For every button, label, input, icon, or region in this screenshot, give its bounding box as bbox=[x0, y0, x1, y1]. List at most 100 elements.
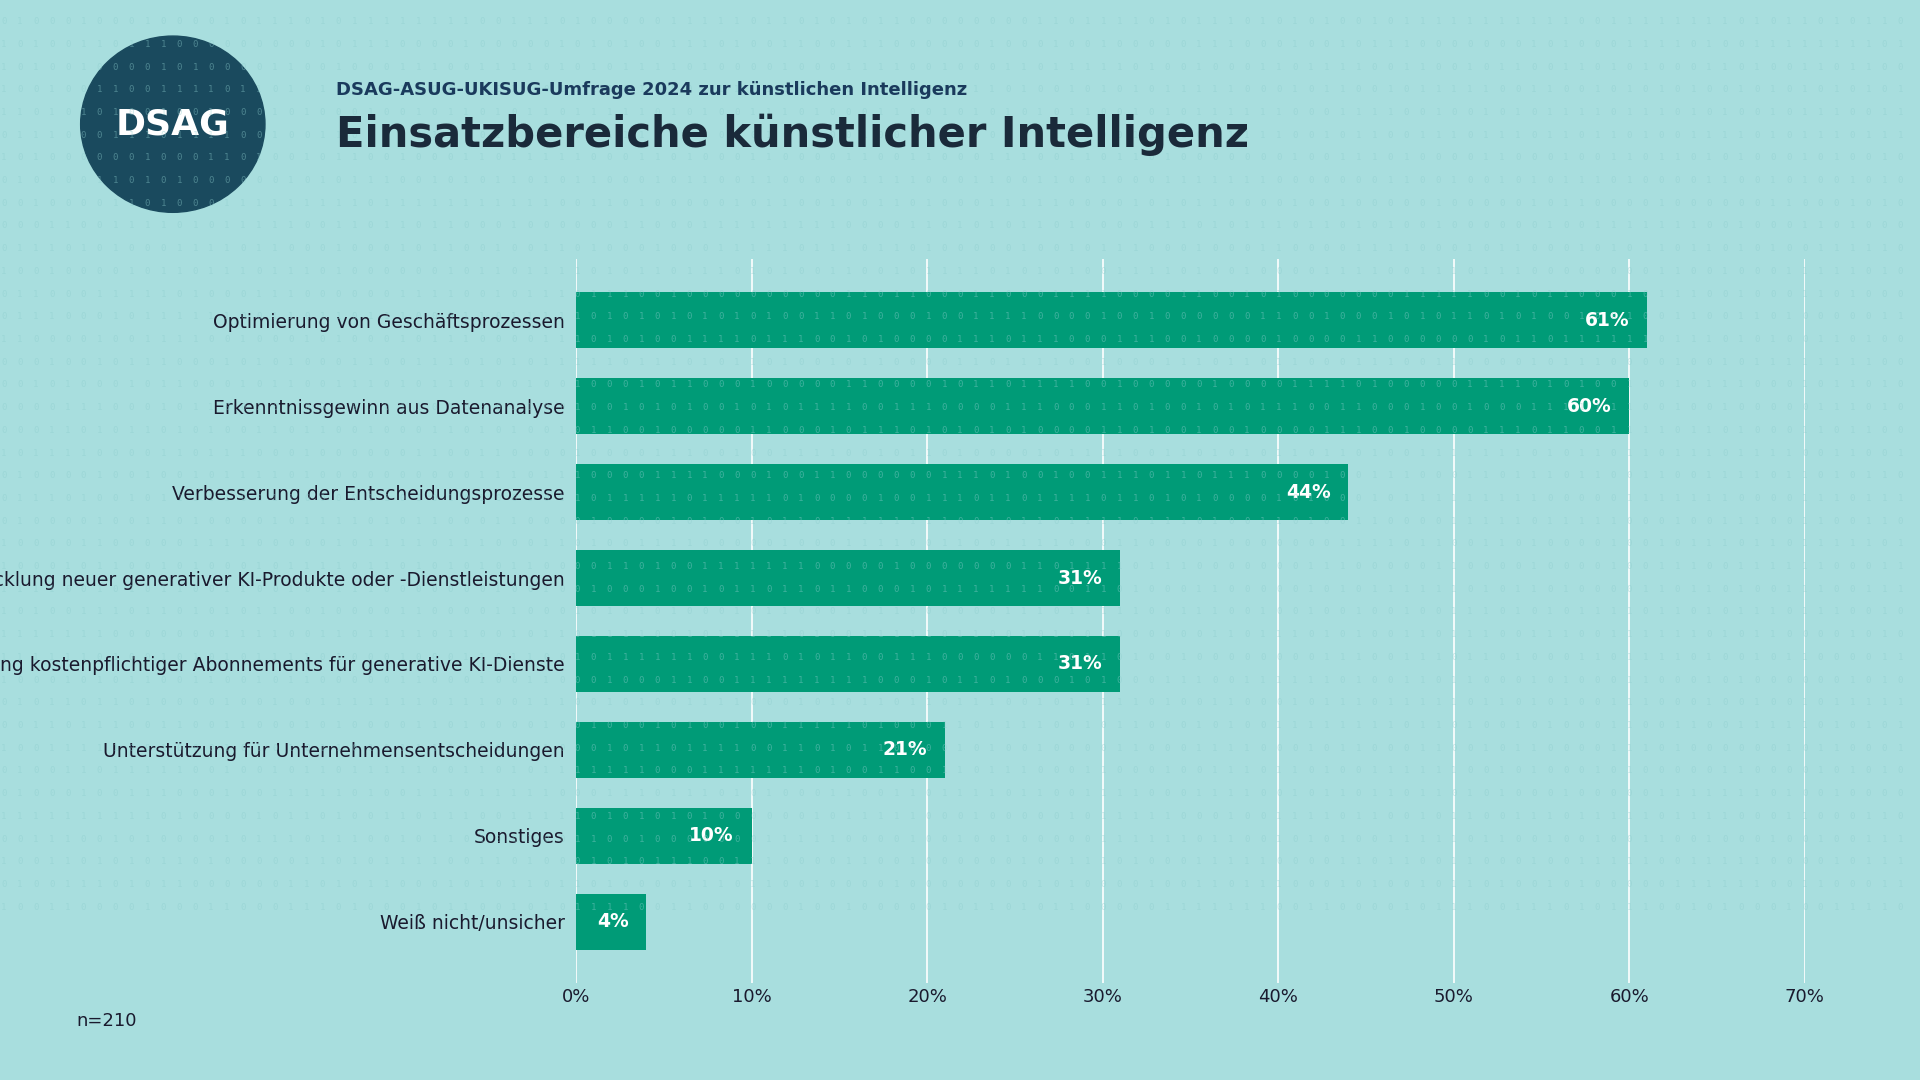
Text: 0: 0 bbox=[1803, 631, 1807, 639]
Text: 1: 1 bbox=[1659, 471, 1665, 481]
Text: 0: 0 bbox=[1722, 721, 1728, 730]
Text: 0: 0 bbox=[1563, 607, 1569, 617]
Text: 0: 0 bbox=[622, 17, 628, 26]
Text: 1: 1 bbox=[1578, 357, 1584, 367]
Text: 0: 0 bbox=[273, 562, 276, 571]
Text: 1: 1 bbox=[1882, 17, 1887, 26]
Text: 0: 0 bbox=[1100, 131, 1106, 139]
Text: 1: 1 bbox=[1133, 584, 1139, 594]
Text: 1: 1 bbox=[1292, 199, 1298, 207]
Text: 1: 1 bbox=[1770, 335, 1776, 345]
Text: 1: 1 bbox=[1181, 357, 1187, 367]
Text: 1: 1 bbox=[1340, 539, 1346, 549]
Text: 1: 1 bbox=[925, 312, 931, 321]
Text: 1: 1 bbox=[1006, 539, 1010, 549]
Text: 0: 0 bbox=[687, 516, 691, 526]
Text: 0: 0 bbox=[1308, 85, 1313, 94]
Text: 1: 1 bbox=[973, 312, 979, 321]
Text: 0: 0 bbox=[1340, 221, 1346, 230]
Text: 1: 1 bbox=[273, 221, 276, 230]
Text: 1: 1 bbox=[65, 403, 71, 413]
Text: 1: 1 bbox=[958, 448, 962, 458]
Text: 0: 0 bbox=[1308, 40, 1313, 49]
Text: 0: 0 bbox=[1260, 471, 1265, 481]
Text: 1: 1 bbox=[432, 812, 436, 821]
Text: 1: 1 bbox=[1165, 85, 1169, 94]
Text: 0: 0 bbox=[925, 40, 931, 49]
Text: 1: 1 bbox=[1659, 289, 1665, 298]
Text: 0: 0 bbox=[209, 584, 213, 594]
Text: 0: 0 bbox=[225, 812, 230, 821]
Text: 1: 1 bbox=[639, 631, 643, 639]
Text: 1: 1 bbox=[65, 676, 71, 685]
Text: 0: 0 bbox=[703, 903, 708, 912]
Text: 0: 0 bbox=[1578, 562, 1584, 571]
Text: 0: 0 bbox=[1196, 131, 1202, 139]
Text: 1: 1 bbox=[1578, 335, 1584, 345]
Text: 0: 0 bbox=[1404, 221, 1409, 230]
Text: 0: 0 bbox=[336, 676, 342, 685]
Text: 0: 0 bbox=[670, 403, 676, 413]
Text: 0: 0 bbox=[1404, 562, 1409, 571]
Text: 1: 1 bbox=[1596, 516, 1599, 526]
Text: 1: 1 bbox=[1803, 471, 1807, 481]
Text: 0: 0 bbox=[1578, 153, 1584, 162]
Text: 0: 0 bbox=[1803, 903, 1807, 912]
Text: 1: 1 bbox=[511, 17, 516, 26]
Text: 1: 1 bbox=[1722, 767, 1728, 775]
Text: 1: 1 bbox=[1803, 176, 1807, 185]
Text: 0: 0 bbox=[877, 858, 883, 866]
Text: 0: 0 bbox=[1690, 607, 1695, 617]
Text: 0: 0 bbox=[1882, 63, 1887, 71]
Text: 1: 1 bbox=[336, 380, 342, 390]
Text: 1: 1 bbox=[161, 653, 165, 662]
Text: 1: 1 bbox=[1834, 903, 1839, 912]
Text: 1: 1 bbox=[495, 584, 501, 594]
Text: 1: 1 bbox=[1196, 903, 1202, 912]
Text: 0: 0 bbox=[384, 903, 390, 912]
Text: 0: 0 bbox=[1308, 653, 1313, 662]
Text: 1: 1 bbox=[336, 653, 342, 662]
Text: 1: 1 bbox=[225, 631, 230, 639]
Text: 0: 0 bbox=[1866, 289, 1870, 298]
Text: 1: 1 bbox=[799, 516, 803, 526]
Text: 1: 1 bbox=[910, 584, 914, 594]
Text: 0: 0 bbox=[447, 153, 453, 162]
Text: 0: 0 bbox=[351, 812, 357, 821]
Text: 1: 1 bbox=[399, 631, 405, 639]
Text: 1: 1 bbox=[1611, 17, 1617, 26]
Text: 0: 0 bbox=[1849, 312, 1855, 321]
Text: 1: 1 bbox=[670, 131, 676, 139]
Text: 0: 0 bbox=[1500, 631, 1505, 639]
Text: 1: 1 bbox=[1181, 471, 1187, 481]
Text: 0: 0 bbox=[1388, 131, 1392, 139]
Text: 0: 0 bbox=[1500, 40, 1505, 49]
Text: 1: 1 bbox=[1500, 153, 1505, 162]
Text: 1: 1 bbox=[1244, 357, 1250, 367]
Text: 1: 1 bbox=[814, 312, 820, 321]
Text: 0: 0 bbox=[1548, 199, 1551, 207]
Text: 0: 0 bbox=[1834, 289, 1839, 298]
Text: 1: 1 bbox=[877, 607, 883, 617]
Text: 1: 1 bbox=[543, 789, 549, 798]
Text: 0: 0 bbox=[463, 63, 468, 71]
Text: 1: 1 bbox=[177, 131, 182, 139]
Text: 0: 0 bbox=[1770, 426, 1776, 435]
Text: 1: 1 bbox=[1100, 63, 1106, 71]
Text: 0: 0 bbox=[255, 721, 261, 730]
Text: 1: 1 bbox=[1229, 789, 1233, 798]
Text: 0: 0 bbox=[1340, 812, 1346, 821]
Text: 0: 0 bbox=[209, 380, 213, 390]
Text: 0: 0 bbox=[384, 676, 390, 685]
Text: 0: 0 bbox=[177, 17, 182, 26]
Text: 1: 1 bbox=[1834, 494, 1839, 503]
Text: 1: 1 bbox=[1277, 221, 1281, 230]
Text: 1: 1 bbox=[192, 85, 198, 94]
Text: 0: 0 bbox=[559, 17, 564, 26]
Text: 0: 0 bbox=[622, 153, 628, 162]
Text: 1: 1 bbox=[751, 357, 755, 367]
Text: 1: 1 bbox=[1882, 153, 1887, 162]
Text: 1: 1 bbox=[1419, 312, 1425, 321]
Text: 0: 0 bbox=[718, 584, 724, 594]
Text: 0: 0 bbox=[209, 767, 213, 775]
